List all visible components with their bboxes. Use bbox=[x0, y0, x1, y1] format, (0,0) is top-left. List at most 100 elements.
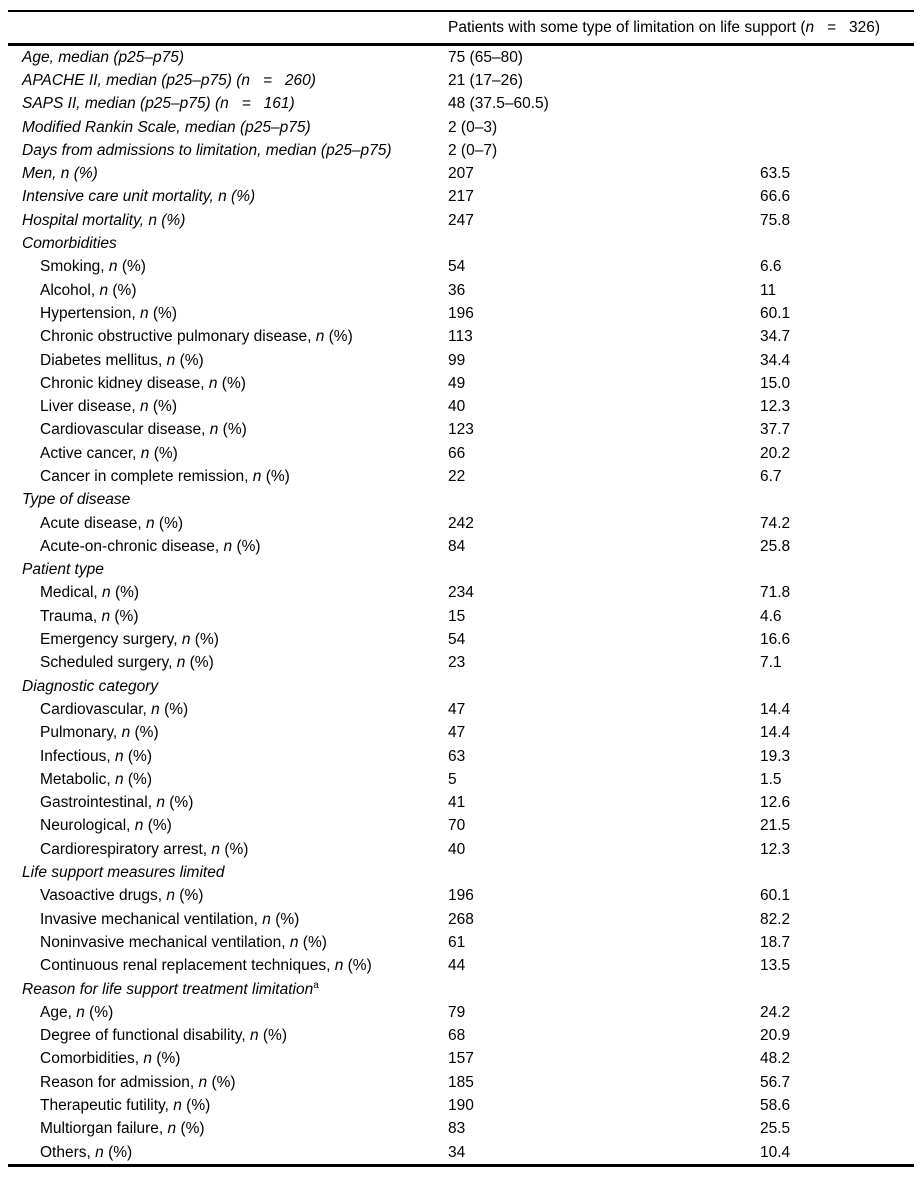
row-value-n: 54 bbox=[448, 631, 466, 649]
row-label-text: Comorbidities, bbox=[40, 1050, 144, 1068]
row-label-pct-text: (%) bbox=[343, 957, 372, 975]
section-row: Patient type bbox=[8, 559, 914, 582]
row-value-n: 68 bbox=[448, 1027, 466, 1045]
row-label-text: Age, bbox=[40, 1003, 77, 1021]
row-value-pct: 60.1 bbox=[760, 304, 791, 322]
row-label: Life support measures limited bbox=[8, 864, 448, 882]
table-row: Acute-on-chronic disease, n (%) 84 25.8 bbox=[8, 535, 914, 558]
row-label-text: Reason for admission, bbox=[40, 1073, 199, 1091]
row-label-n-italic: n bbox=[208, 374, 218, 392]
header-title-text: Patients with some type of limitation on… bbox=[448, 18, 806, 36]
row-label: Metabolic, n (%) bbox=[8, 771, 448, 789]
row-value-pct: 63.5 bbox=[760, 165, 791, 183]
row-label-pct-text: (%) bbox=[123, 747, 153, 765]
row-label-text: Days from admissions to limitation, medi… bbox=[22, 141, 392, 159]
table-row: SAPS II, median (p25–p75) (n = 161) 48 (3… bbox=[8, 93, 914, 116]
row-value-n: 66 bbox=[448, 444, 466, 462]
row-value-pct: 1.5 bbox=[760, 770, 782, 788]
row-label-text: Active cancer, bbox=[40, 444, 141, 462]
row-label: Reason for life support treatment limita… bbox=[8, 980, 448, 999]
row-label-n-italic: n bbox=[223, 537, 233, 555]
row-label-pct-text: (%) bbox=[117, 258, 146, 276]
row-label: SAPS II, median (p25–p75) (n = 161) bbox=[8, 95, 448, 113]
table-row: Hypertension, n (%) 196 60.1 bbox=[8, 302, 914, 325]
row-value-n: 44 bbox=[448, 957, 466, 975]
row-label-text: Multiorgan failure, bbox=[40, 1120, 168, 1138]
row-value-n: 83 bbox=[448, 1120, 466, 1138]
row-value-n: 113 bbox=[448, 328, 473, 346]
row-label-text: Intensive care unit mortality, n (%) bbox=[22, 188, 256, 206]
row-label: Medical, n (%) bbox=[8, 584, 448, 602]
row-label-text: Neurological, bbox=[40, 817, 135, 835]
row-label: Hypertension, n (%) bbox=[8, 305, 448, 323]
row-value-pct: 25.8 bbox=[760, 537, 791, 555]
table-row: Comorbidities, n (%) 157 48.2 bbox=[8, 1048, 914, 1071]
row-label-n-italic: n bbox=[99, 281, 109, 299]
row-label-text: Pulmonary, bbox=[40, 724, 122, 742]
row-value-n: 5 bbox=[448, 770, 457, 788]
row-label-text: Reason for life support treatment limita… bbox=[22, 980, 314, 998]
row-label-text: Diabetes mellitus, bbox=[40, 351, 167, 369]
row-label: Invasive mechanical ventilation, n (%) bbox=[8, 911, 448, 929]
row-label: Patient type bbox=[8, 561, 448, 579]
row-label-text: Scheduled surgery, bbox=[40, 654, 177, 672]
row-label-pct-text: (%) bbox=[149, 444, 178, 462]
table-row: Diabetes mellitus, n (%) 99 34.4 bbox=[8, 349, 914, 372]
row-label-n-italic: n bbox=[289, 933, 299, 951]
table-row: Chronic obstructive pulmonary disease, n… bbox=[8, 326, 914, 349]
row-value-pct: 58.6 bbox=[760, 1097, 791, 1114]
row-label-n-italic: n bbox=[176, 654, 186, 672]
row-value-pct: 82.2 bbox=[760, 910, 791, 928]
row-value-n: 41 bbox=[448, 794, 466, 812]
row-label-text: Noninvasive mechanical ventilation, bbox=[40, 933, 290, 951]
section-row: Comorbidities bbox=[8, 232, 914, 255]
row-label-pct-text: (%) bbox=[108, 281, 137, 299]
row-label-pct-text: (%) bbox=[218, 421, 247, 439]
row-label: Chronic obstructive pulmonary disease, n… bbox=[8, 328, 448, 346]
table-header-row: Patients with some type of limitation on… bbox=[8, 12, 914, 46]
table-row: Noninvasive mechanical ventilation, n (%… bbox=[8, 931, 914, 954]
row-label-n-italic: n bbox=[101, 607, 111, 625]
table-row: Infectious, n (%) 63 19.3 bbox=[8, 745, 914, 768]
row-label-pct-text: (%) bbox=[123, 770, 152, 788]
row-label-n-italic: n bbox=[181, 631, 191, 649]
row-label-pct-text: (%) bbox=[175, 351, 204, 369]
table-row: Neurological, n (%) 70 21.5 bbox=[8, 815, 914, 838]
section-row: Reason for life support treatment limita… bbox=[8, 978, 914, 1001]
row-value-n: 49 bbox=[448, 374, 466, 392]
row-value-n: 247 bbox=[448, 211, 474, 229]
row-label-pct-text: (%) bbox=[181, 1097, 211, 1114]
row-value-pct: 21.5 bbox=[760, 817, 791, 835]
row-label-text: Liver disease, bbox=[40, 398, 140, 416]
section-row: Type of disease bbox=[8, 489, 914, 512]
row-label-text: Cardiovascular disease, bbox=[40, 421, 210, 439]
row-label-text: Smoking, bbox=[40, 258, 109, 276]
row-value-pct: 15.0 bbox=[760, 374, 791, 392]
row-label-pct-text: (%) bbox=[110, 584, 140, 602]
table-row: Alcohol, n (%) 36 11 bbox=[8, 279, 914, 302]
table-row: Cancer in complete remission, n (%) 22 6.7 bbox=[8, 465, 914, 488]
table-body: Age, median (p25–p75) 75 (65–80) APACHE II… bbox=[8, 46, 914, 1168]
table-row: Trauma, n (%) 15 4.6 bbox=[8, 605, 914, 628]
row-value-n: 40 bbox=[448, 840, 466, 858]
row-value-pct: 74.2 bbox=[760, 514, 791, 532]
row-value-n: 48 (37.5–60.5) bbox=[448, 95, 549, 113]
row-label-text: Age, median (p25–p75) bbox=[22, 48, 185, 66]
row-label-n-italic: n bbox=[114, 770, 124, 788]
row-label-pct-text: (%) bbox=[103, 1143, 133, 1161]
table-row: Intensive care unit mortality, n (%) 217 6… bbox=[8, 186, 914, 209]
row-label-n-italic: n bbox=[209, 421, 219, 439]
row-label: Cancer in complete remission, n (%) bbox=[8, 468, 448, 486]
row-label: Others, n (%) bbox=[8, 1144, 448, 1162]
row-label-pct-text: (%) bbox=[148, 304, 177, 322]
table-row: Emergency surgery, n (%) 54 16.6 bbox=[8, 628, 914, 651]
row-value-n: 196 bbox=[448, 887, 474, 905]
row-value-pct: 48.2 bbox=[760, 1050, 791, 1068]
table-row: Pulmonary, n (%) 47 14.4 bbox=[8, 722, 914, 745]
row-value-pct: 11 bbox=[760, 281, 777, 299]
row-label: Gastrointestinal, n (%) bbox=[8, 794, 448, 812]
row-label-pct-text: (%) bbox=[270, 910, 300, 928]
row-label-text: Comorbidities bbox=[22, 235, 117, 253]
row-label-text: APACHE II, median (p25–p75) (n = 260) bbox=[22, 71, 316, 89]
table-row: Smoking, n (%) 54 6.6 bbox=[8, 256, 914, 279]
